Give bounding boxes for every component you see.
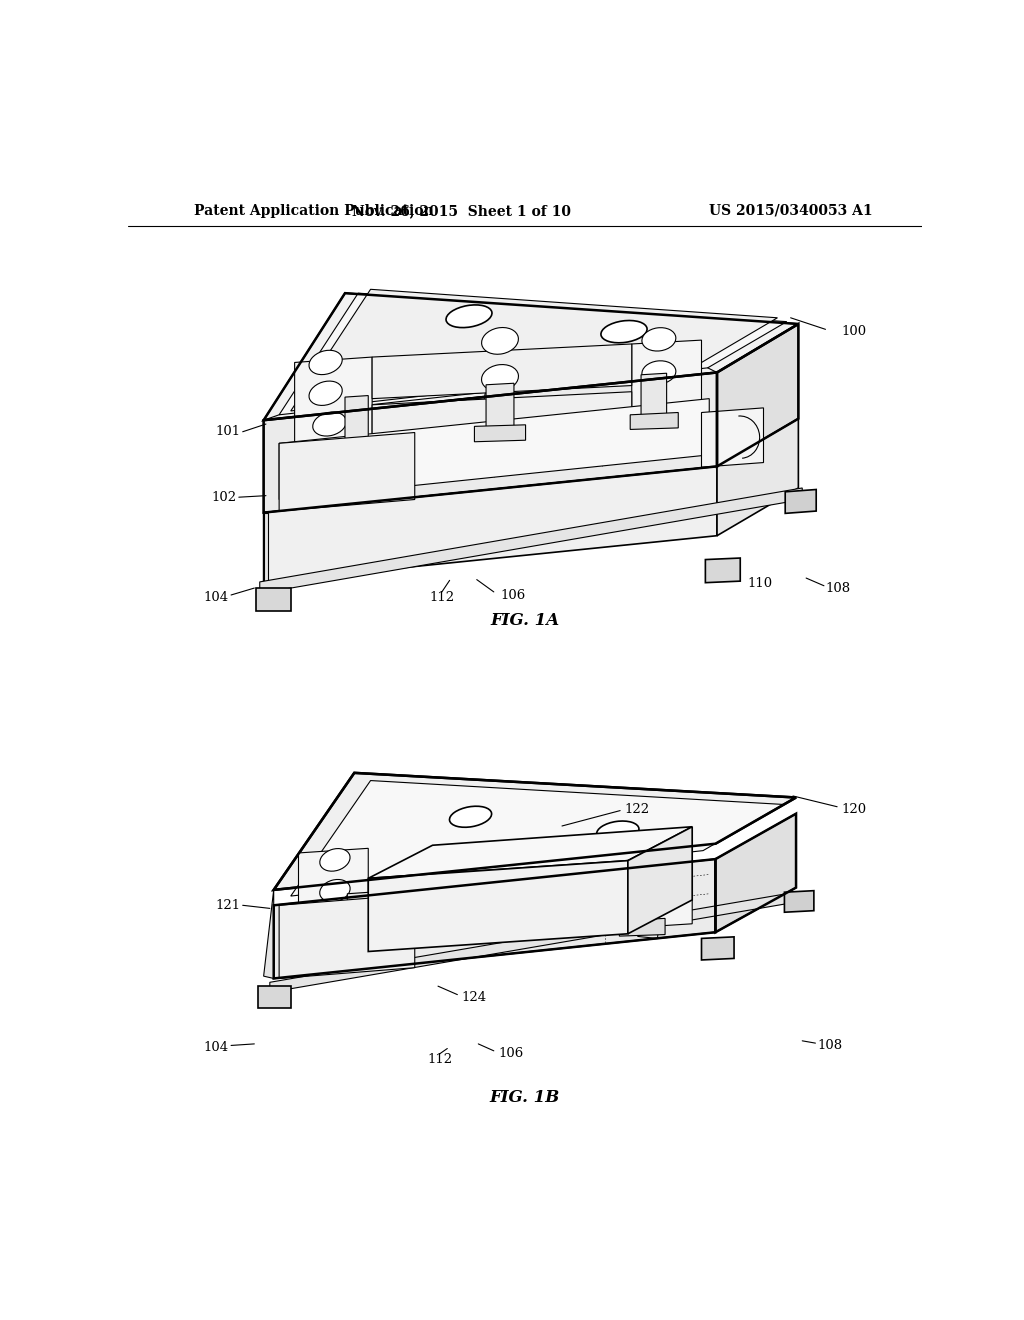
Polygon shape [263,890,273,978]
Text: 108: 108 [825,582,851,594]
Ellipse shape [319,849,350,871]
Polygon shape [706,558,740,582]
Ellipse shape [597,821,639,842]
Text: 102: 102 [211,491,237,504]
Ellipse shape [642,327,676,351]
Polygon shape [486,383,514,436]
Text: 121: 121 [215,899,241,912]
Text: 112: 112 [427,1053,453,1065]
Polygon shape [621,837,692,928]
Polygon shape [256,589,291,611]
Polygon shape [641,374,667,424]
Polygon shape [263,466,717,582]
Polygon shape [263,512,267,582]
Text: 100: 100 [841,325,866,338]
Ellipse shape [322,909,352,932]
Text: 110: 110 [748,577,772,590]
Polygon shape [369,826,692,878]
Polygon shape [369,861,628,952]
Text: 120: 120 [841,803,866,816]
Text: 108: 108 [818,1039,843,1052]
Polygon shape [295,358,372,459]
Polygon shape [280,293,786,414]
Ellipse shape [632,833,663,854]
Ellipse shape [312,412,346,436]
Text: 106: 106 [500,589,525,602]
Polygon shape [299,849,369,945]
Text: 104: 104 [204,591,228,603]
Text: FIG. 1B: FIG. 1B [489,1089,560,1106]
Ellipse shape [636,895,667,916]
Polygon shape [474,425,525,442]
Text: 106: 106 [499,1047,523,1060]
Ellipse shape [450,807,492,828]
Text: 104: 104 [204,1041,228,1055]
Polygon shape [273,774,796,890]
Polygon shape [701,408,764,467]
Polygon shape [347,892,370,942]
Text: US 2015/0340053 A1: US 2015/0340053 A1 [710,203,872,218]
Ellipse shape [481,364,518,391]
Text: Patent Application Publication: Patent Application Publication [194,203,433,218]
Polygon shape [630,412,678,429]
Polygon shape [716,813,796,932]
Text: FIG. 1A: FIG. 1A [490,612,559,628]
Polygon shape [372,345,632,399]
Polygon shape [717,418,799,536]
Polygon shape [717,323,799,466]
Polygon shape [280,433,415,511]
Polygon shape [291,289,777,411]
Ellipse shape [642,360,676,384]
Polygon shape [372,392,632,444]
Polygon shape [273,859,716,978]
Polygon shape [334,441,380,459]
Polygon shape [785,490,816,513]
Polygon shape [784,891,814,912]
Polygon shape [345,396,369,453]
Ellipse shape [309,381,342,405]
Polygon shape [632,341,701,429]
Ellipse shape [309,350,342,375]
Polygon shape [620,919,665,936]
Text: 101: 101 [215,425,241,438]
Polygon shape [291,780,783,896]
Ellipse shape [632,863,663,886]
Text: 112: 112 [429,591,455,603]
Polygon shape [628,826,692,933]
Polygon shape [280,895,415,978]
Polygon shape [263,372,717,512]
Ellipse shape [601,321,647,343]
Ellipse shape [481,327,518,354]
Polygon shape [258,986,291,1007]
Ellipse shape [319,879,350,902]
Polygon shape [260,488,802,594]
Polygon shape [263,293,799,420]
Text: Nov. 26, 2015  Sheet 1 of 10: Nov. 26, 2015 Sheet 1 of 10 [352,203,570,218]
Text: 122: 122 [624,803,649,816]
Polygon shape [280,399,710,499]
Polygon shape [701,937,734,960]
Text: 124: 124 [461,991,486,1005]
Ellipse shape [446,305,492,327]
Polygon shape [630,880,653,929]
Polygon shape [270,891,800,993]
Polygon shape [336,932,381,949]
